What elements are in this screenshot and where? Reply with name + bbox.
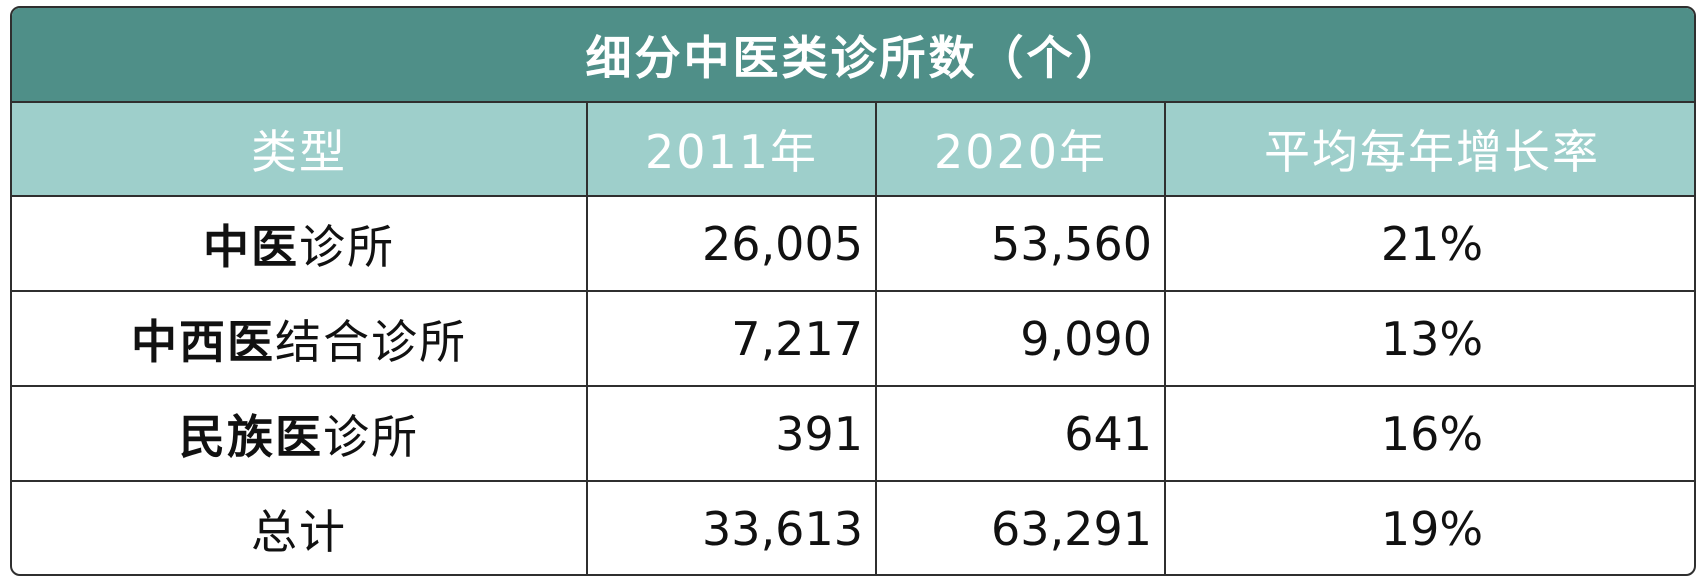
value-2011: 33,613 <box>586 480 877 574</box>
type-label-bold: 中医 <box>203 219 299 274</box>
growth-rate: 16% <box>1164 385 1694 482</box>
table-row: 中医诊所 26,005 53,560 21% <box>12 195 1694 292</box>
table-header-row: 类型 2011年 2020年 平均每年增长率 <box>12 101 1694 197</box>
type-label-rest: 结合诊所 <box>275 314 467 369</box>
value-2011: 26,005 <box>586 195 877 292</box>
table-title: 细分中医类诊所数（个） <box>12 8 1694 103</box>
type-cell: 中西医结合诊所 <box>12 290 588 387</box>
clinic-count-table: 细分中医类诊所数（个） 类型 2011年 2020年 平均每年增长率 中医诊所 … <box>10 6 1696 576</box>
type-cell: 民族医诊所 <box>12 385 588 482</box>
type-label-bold: 中西医 <box>131 314 275 369</box>
type-cell: 中医诊所 <box>12 195 588 292</box>
growth-rate: 13% <box>1164 290 1694 387</box>
table-row: 民族医诊所 391 641 16% <box>12 385 1694 482</box>
growth-rate: 21% <box>1164 195 1694 292</box>
type-label-rest: 诊所 <box>299 219 395 274</box>
type-cell: 总计 <box>12 480 588 574</box>
table-row: 中西医结合诊所 7,217 9,090 13% <box>12 290 1694 387</box>
value-2020: 63,291 <box>875 480 1166 574</box>
value-2020: 53,560 <box>875 195 1166 292</box>
column-header-2020: 2020年 <box>875 101 1166 197</box>
type-label-rest: 诊所 <box>323 409 419 464</box>
value-2011: 7,217 <box>586 290 877 387</box>
value-2011: 391 <box>586 385 877 482</box>
value-2020: 9,090 <box>875 290 1166 387</box>
type-label-rest: 总计 <box>251 505 347 559</box>
table-title-row: 细分中医类诊所数（个） <box>12 8 1694 103</box>
column-header-2011: 2011年 <box>586 101 877 197</box>
type-label-bold: 民族医 <box>179 409 323 464</box>
data-table: 细分中医类诊所数（个） 类型 2011年 2020年 平均每年增长率 中医诊所 … <box>12 8 1694 574</box>
column-header-type: 类型 <box>12 101 588 197</box>
value-2020: 641 <box>875 385 1166 482</box>
table-row-total: 总计 33,613 63,291 19% <box>12 480 1694 574</box>
column-header-growth: 平均每年增长率 <box>1164 101 1694 197</box>
growth-rate: 19% <box>1164 480 1694 574</box>
